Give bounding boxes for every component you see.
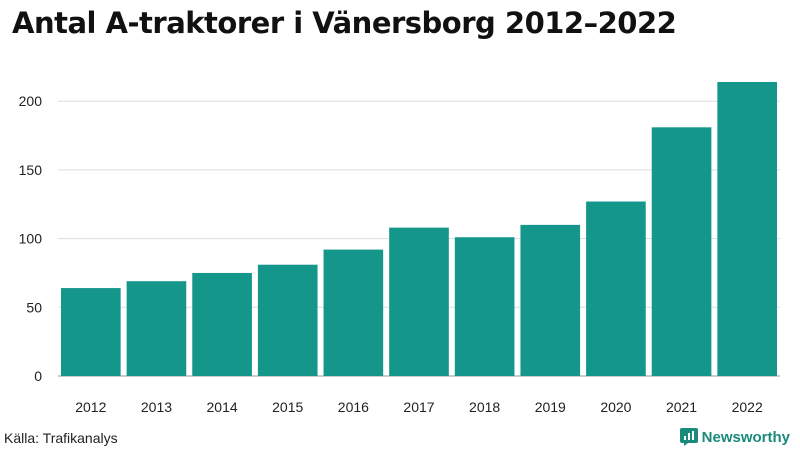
brand-name: Newsworthy [701,428,790,446]
bar-2022 [717,81,777,376]
x-tick-label: 2013 [141,399,172,415]
bar-2013 [126,281,187,376]
bar-2014 [192,272,252,376]
x-tick-label: 2015 [272,399,303,415]
x-tick-label: 2021 [666,399,697,415]
bar-2015 [257,264,318,376]
x-tick-label: 2012 [75,399,106,415]
bar-2020 [586,201,646,376]
y-tick-label: 50 [26,299,42,315]
y-tick-label: 0 [34,368,42,384]
y-tick-label: 150 [19,162,43,178]
x-tick-label: 2019 [535,399,566,415]
x-tick-label: 2014 [207,399,238,415]
source-note: Källa: Trafikanalys [4,430,118,446]
bar-2018 [454,237,515,376]
bar-2016 [323,249,384,376]
x-tick-label: 2020 [600,399,631,415]
bar-2012 [61,288,121,376]
bar-2017 [389,227,449,376]
bar-2019 [520,224,581,376]
brand-logo-group[interactable]: Newsworthy [679,428,790,446]
bar-2021 [651,127,712,376]
x-tick-label: 2017 [403,399,434,415]
x-tick-label: 2018 [469,399,500,415]
chart-title: Antal A-traktorer i Vänersborg 2012–2022 [12,6,677,40]
y-tick-label: 100 [19,231,43,247]
newsworthy-logo-icon [679,428,698,446]
bar-chart: 0 50 100 150 200 2012 2013 2014 2015 2016 2017 2018… [19,81,780,415]
x-tick-label: 2022 [732,399,763,415]
y-tick-label: 200 [19,93,43,109]
x-tick-label: 2016 [338,399,369,415]
